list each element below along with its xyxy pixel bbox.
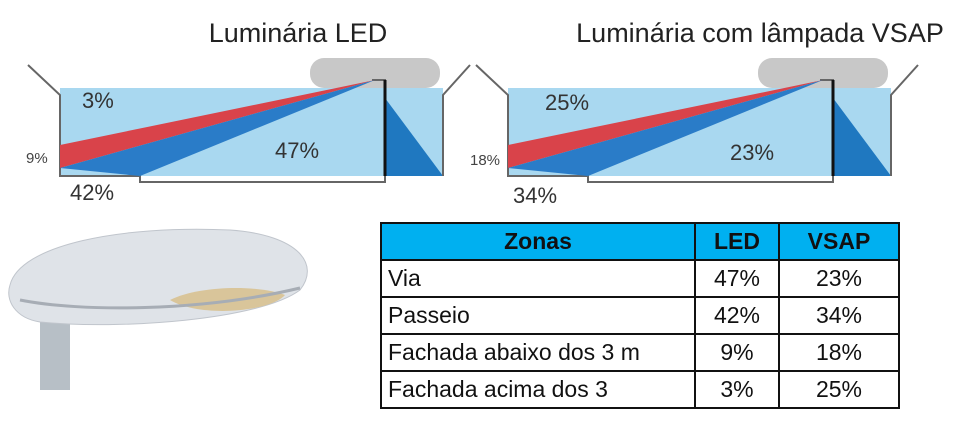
header-cell: LED bbox=[694, 222, 780, 261]
vsap-diagram bbox=[474, 56, 920, 184]
table-cell: Fachada acima dos 3 bbox=[380, 370, 696, 409]
table-cell: 34% bbox=[778, 296, 900, 335]
table-cell: 18% bbox=[778, 333, 900, 372]
label: 18% bbox=[470, 152, 500, 169]
table-body: Via 47% 23% Passeio 42% 34% Fachada abaixo dos… bbox=[380, 259, 900, 409]
header-cell: Zonas bbox=[380, 222, 696, 261]
table-cell: Passeio bbox=[380, 296, 696, 335]
label: 47% bbox=[275, 138, 319, 163]
title: Luminária com lâmpada VSAP bbox=[576, 18, 944, 48]
zones-table: Zonas LED VSAP Via 47% 23% Passeio 42% 34% Fac… bbox=[380, 222, 900, 409]
lamp-image bbox=[8, 228, 308, 390]
table-cell: 3% bbox=[694, 370, 780, 409]
table-cell: 47% bbox=[694, 259, 780, 298]
label: 3% bbox=[82, 88, 114, 113]
table-cell: 25% bbox=[778, 370, 900, 409]
led-diagram bbox=[26, 56, 472, 184]
label: 23% bbox=[730, 140, 774, 165]
label: 25% bbox=[545, 90, 589, 115]
label: 34% bbox=[513, 183, 557, 208]
label: 42% bbox=[70, 180, 114, 205]
header-row: Zonas LED VSAP bbox=[380, 222, 900, 261]
table-cell: Fachada abaixo dos 3 m bbox=[380, 333, 696, 372]
table-cell: 23% bbox=[778, 259, 900, 298]
table-wrap: Zonas LED VSAP Via 47% 23% Passeio 42% 34% Fac… bbox=[380, 222, 902, 425]
table-row: Passeio 42% 34% bbox=[380, 296, 900, 335]
label: 9% bbox=[26, 150, 48, 167]
table-row: Fachada abaixo dos 3 m 9% 18% bbox=[380, 333, 900, 372]
title: Luminária LED bbox=[209, 18, 388, 48]
table-row: Fachada acima dos 3 3% 25% bbox=[380, 370, 900, 409]
header-cell: VSAP bbox=[778, 222, 900, 261]
table-cell: Via bbox=[380, 259, 696, 298]
table-cell: 42% bbox=[694, 296, 780, 335]
table-row: Via 47% 23% bbox=[380, 259, 900, 298]
table-cell: 9% bbox=[694, 333, 780, 372]
